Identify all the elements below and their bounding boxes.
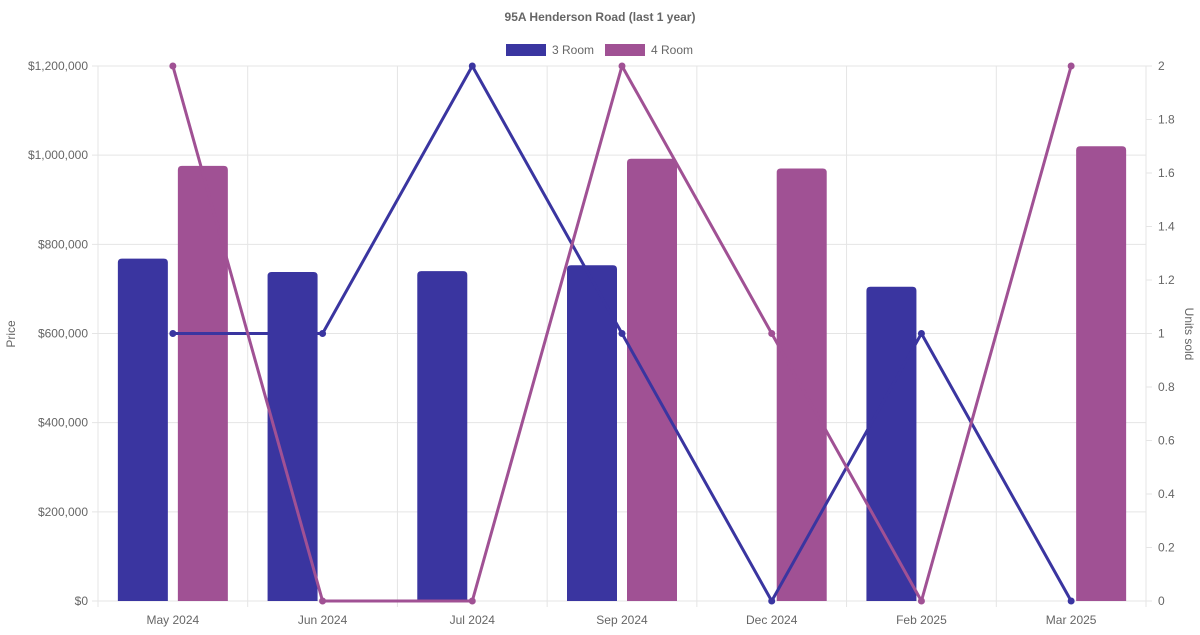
point-3-room bbox=[1067, 597, 1075, 605]
x-tick-label: Jul 2024 bbox=[450, 613, 496, 627]
legend-item-3-room[interactable]: 3 Room bbox=[506, 43, 594, 57]
point-4-room bbox=[319, 597, 327, 605]
point-4-room bbox=[768, 330, 776, 337]
x-tick-label: Jun 2024 bbox=[298, 613, 348, 627]
legend-swatch-3-room bbox=[506, 44, 546, 56]
bar-4-room bbox=[627, 158, 677, 601]
y-left-tick-label: $600,000 bbox=[38, 327, 88, 341]
bar-4-room bbox=[1076, 146, 1127, 601]
bar-3-room bbox=[567, 265, 617, 601]
legend-item-4-room[interactable]: 4 Room bbox=[605, 43, 693, 57]
chart-title: 95A Henderson Road (last 1 year) bbox=[505, 10, 696, 24]
x-tick-label: Sep 2024 bbox=[596, 613, 648, 627]
bar-3-room bbox=[866, 286, 917, 601]
legend-label-4-room: 4 Room bbox=[651, 43, 693, 57]
y-left-tick-label: $800,000 bbox=[38, 237, 88, 251]
point-4-room bbox=[468, 597, 476, 605]
y-axis-right-title: Units sold bbox=[1182, 308, 1196, 361]
axes: $0 $200,000 $400,000 $600,000 $800,000 $1,000… bbox=[28, 59, 1175, 627]
point-4-room bbox=[1067, 62, 1075, 70]
bars bbox=[117, 146, 1127, 601]
legend-label-3-room: 3 Room bbox=[552, 43, 594, 57]
y-axis-left-title: Price bbox=[4, 320, 18, 348]
point-3-room bbox=[618, 330, 626, 337]
lines bbox=[169, 62, 1075, 605]
y-right-tick-label: 0.4 bbox=[1158, 487, 1175, 501]
bar-3-room bbox=[117, 258, 168, 601]
y-right-tick-label: 0.8 bbox=[1158, 380, 1175, 394]
y-right-tick-label: 1.6 bbox=[1158, 166, 1175, 180]
point-4-room bbox=[917, 597, 925, 605]
y-right-tick-label: 1 bbox=[1158, 327, 1165, 341]
y-right-tick-label: 1.2 bbox=[1158, 273, 1175, 287]
y-left-tick-label: $200,000 bbox=[38, 505, 88, 519]
x-tick-label: Feb 2025 bbox=[896, 613, 947, 627]
y-right-tick-label: 1.8 bbox=[1158, 113, 1175, 127]
point-3-room bbox=[319, 330, 327, 337]
y-right-tick-label: 2 bbox=[1158, 59, 1165, 73]
x-tick-label: Dec 2024 bbox=[746, 613, 798, 627]
y-right-tick-label: 1.4 bbox=[1158, 220, 1175, 234]
point-4-room bbox=[618, 62, 626, 70]
bar-3-room bbox=[267, 271, 318, 601]
point-3-room bbox=[169, 330, 177, 337]
y-left-tick-label: $0 bbox=[75, 594, 89, 608]
x-tick-label: May 2024 bbox=[147, 613, 200, 627]
point-3-room bbox=[468, 62, 476, 70]
y-right-tick-label: 0.2 bbox=[1158, 541, 1175, 555]
y-left-tick-label: $1,000,000 bbox=[28, 148, 88, 162]
bar-4-room bbox=[177, 165, 228, 601]
y-right-tick-label: 0 bbox=[1158, 594, 1165, 608]
point-3-room bbox=[917, 330, 925, 337]
y-left-tick-label: $1,200,000 bbox=[28, 59, 88, 73]
point-4-room bbox=[169, 62, 177, 70]
x-tick-label: Mar 2025 bbox=[1046, 613, 1097, 627]
legend-swatch-4-room bbox=[605, 44, 645, 56]
y-left-tick-label: $400,000 bbox=[38, 416, 88, 430]
bar-3-room bbox=[417, 271, 468, 601]
point-3-room bbox=[768, 597, 776, 605]
legend[interactable]: 3 Room 4 Room bbox=[506, 43, 693, 57]
y-right-tick-label: 0.6 bbox=[1158, 434, 1175, 448]
